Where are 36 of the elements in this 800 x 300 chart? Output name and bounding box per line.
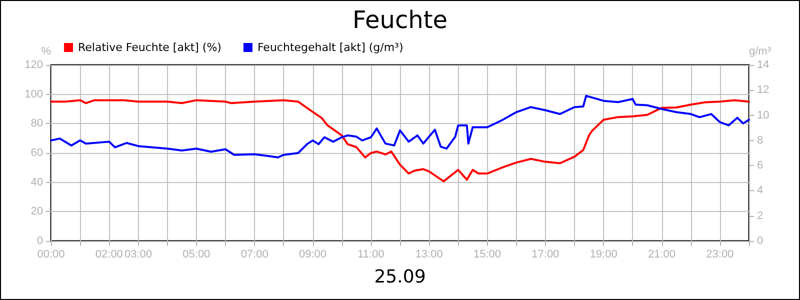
x-tick-label: 07:00 xyxy=(240,248,268,260)
x-tick-label: 23:00 xyxy=(706,248,734,260)
x-tick-label: 17:00 xyxy=(532,248,560,260)
y-axis-title: % xyxy=(41,46,52,58)
y-tick-label: 100 xyxy=(24,88,43,100)
line-series xyxy=(50,99,750,182)
x-tick-label: 11:00 xyxy=(358,248,384,260)
x-tick-label: 21:00 xyxy=(648,248,676,260)
y2-axis-title: g/m³ xyxy=(749,46,772,58)
x-tick-label: 02:00 xyxy=(95,248,123,260)
y2-tick-label: 12 xyxy=(757,84,770,96)
y-tick-label: 120 xyxy=(24,59,43,71)
y-tick-label: 80 xyxy=(30,118,43,130)
x-axis-title: 25.09 xyxy=(374,266,426,288)
x-tick-label: 03:00 xyxy=(124,248,152,260)
legend-label: Relative Feuchte [akt] (%) xyxy=(78,41,222,54)
chart-title: Feuchte xyxy=(352,6,448,34)
x-tick-label: 13:00 xyxy=(415,248,443,260)
y-tick-label: 60 xyxy=(30,147,43,159)
y-tick-label: 20 xyxy=(30,206,43,218)
x-tick-label: 05:00 xyxy=(182,248,210,260)
y-tick-label: 0 xyxy=(36,235,43,247)
x-tick-label: 15:00 xyxy=(473,248,502,260)
y-tick-label: 40 xyxy=(30,176,43,188)
legend-label: Feuchtegehalt [akt] (g/m³) xyxy=(257,41,404,54)
x-tick-label: 09:00 xyxy=(298,248,327,260)
y2-tick-label: 6 xyxy=(757,160,764,172)
y2-tick-label: 14 xyxy=(757,59,770,71)
y2-tick-label: 8 xyxy=(757,134,764,146)
y2-tick-label: 2 xyxy=(757,210,764,222)
y2-tick-label: 10 xyxy=(757,109,770,122)
y2-tick-label: 0 xyxy=(757,235,764,247)
x-tick-label: 00:00 xyxy=(37,248,65,260)
y2-tick-label: 4 xyxy=(757,184,764,197)
line-series xyxy=(50,94,750,158)
x-tick-label: 19:00 xyxy=(590,248,618,260)
